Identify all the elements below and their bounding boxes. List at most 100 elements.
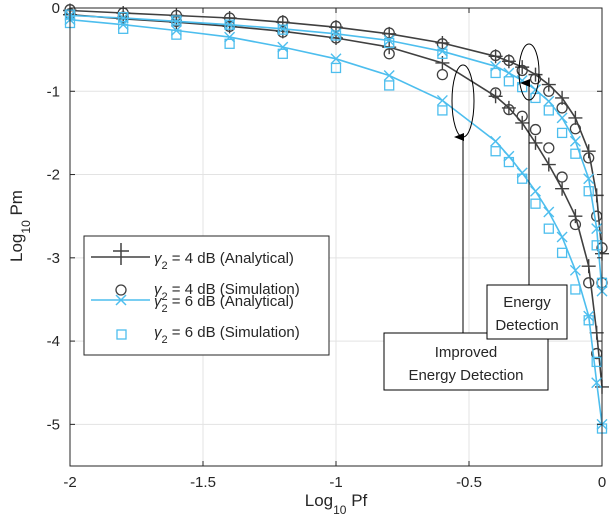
x-marker	[503, 150, 515, 162]
legend-item-gamma4-simulation: γ2 = 4 dB (Simulation)	[115, 281, 300, 303]
plus-marker	[515, 60, 530, 75]
svg-text:γ2 = 4 dB (Analytical): γ2 = 4 dB (Analytical)	[154, 250, 294, 272]
square-marker	[591, 240, 602, 251]
series-7	[64, 9, 608, 288]
x-marker	[224, 19, 236, 31]
annotation-energy-detection: Energy Detection	[486, 43, 568, 340]
square-marker	[583, 315, 594, 326]
circle-marker	[503, 103, 515, 116]
plus-marker	[528, 67, 543, 82]
axis-ticks: -2 -1.5 -1 -0.5 0 0 -1 -2 -3 -4 -5	[47, 0, 607, 491]
x-marker	[591, 377, 603, 389]
plus-marker	[568, 110, 583, 125]
legend: γ2 = 4 dB (Analytical) γ2 = 4 dB (Simula…	[83, 235, 330, 356]
circle-marker	[529, 73, 542, 85]
square-marker	[384, 80, 395, 91]
circle-marker	[516, 110, 528, 122]
plus-marker	[515, 115, 530, 130]
x-marker	[490, 60, 502, 72]
square-marker	[384, 37, 395, 49]
circle-marker	[489, 87, 502, 99]
x-marker	[490, 135, 502, 147]
circle-marker	[503, 54, 515, 67]
square-marker	[171, 15, 182, 26]
annotation-improved-energy-detection: Improved Energy Detection	[383, 64, 549, 391]
x-marker	[583, 173, 595, 185]
x-marker	[224, 31, 236, 43]
square-marker	[171, 29, 182, 40]
x-tick-label: 0	[598, 474, 606, 491]
x-marker	[530, 185, 541, 197]
x-marker	[556, 112, 568, 124]
annotation-text-energy-2: Detection	[495, 317, 558, 334]
square-marker	[583, 186, 594, 197]
plus-marker	[555, 181, 570, 196]
x-marker	[436, 94, 448, 106]
annotation-text-energy-1: Energy	[503, 294, 551, 311]
legend-x-marker	[115, 294, 127, 306]
square-marker	[490, 146, 501, 157]
svg-text:γ2 = 6 dB (Simulation): γ2 = 6 dB (Simulation)	[154, 324, 300, 346]
circle-marker	[543, 85, 555, 97]
x-marker	[569, 264, 581, 276]
square-marker	[543, 105, 554, 116]
circle-marker	[529, 123, 542, 136]
plus-marker	[581, 144, 596, 159]
plus-marker	[568, 209, 583, 224]
plus-marker	[541, 157, 556, 172]
square-marker	[503, 156, 515, 168]
x-tick-label: -0.5	[456, 474, 482, 491]
annotation-box-energy	[486, 284, 568, 340]
y-tick-label: 0	[52, 0, 60, 17]
square-marker	[570, 284, 581, 295]
circle-marker	[569, 123, 582, 135]
square-marker	[591, 356, 602, 368]
x-tick-label: -1.5	[190, 474, 216, 491]
square-marker	[118, 12, 129, 23]
x-marker	[543, 206, 555, 218]
x-marker	[277, 41, 289, 53]
circle-marker	[556, 102, 568, 114]
square-marker	[503, 76, 515, 87]
x-marker	[569, 135, 581, 147]
series-line	[69, 9, 603, 254]
series-line	[69, 18, 603, 425]
square-marker	[543, 223, 554, 234]
square-marker	[556, 127, 568, 139]
plus-marker	[528, 135, 543, 150]
plus-marker	[589, 325, 604, 340]
circle-marker	[583, 152, 595, 164]
series-line	[69, 14, 603, 292]
y-tick-label: -5	[47, 416, 60, 433]
y-tick-label: -4	[47, 333, 60, 350]
x-marker	[556, 231, 568, 243]
svg-text:γ2 = 6 dB (Analytical): γ2 = 6 dB (Analytical)	[154, 293, 294, 315]
x-tick-label: -1	[329, 474, 342, 491]
circle-marker	[436, 68, 449, 81]
x-marker	[543, 95, 555, 107]
x-axis-label: Log10 Pf	[305, 491, 368, 517]
x-marker	[383, 69, 395, 81]
circle-marker	[383, 48, 395, 60]
square-marker	[517, 173, 528, 184]
square-marker	[330, 30, 342, 41]
square-marker	[490, 67, 501, 79]
square-marker	[437, 48, 448, 59]
circle-marker	[543, 142, 555, 154]
legend-item-gamma6-analytical: γ2 = 6 dB (Analytical)	[91, 293, 294, 315]
series-line	[69, 13, 603, 387]
circle-marker	[583, 277, 595, 289]
y-tick-label: -2	[47, 167, 60, 184]
legend-item-gamma4-analytical: γ2 = 4 dB (Analytical)	[91, 243, 294, 272]
y-tick-label: -3	[47, 250, 60, 267]
legend-circle-marker	[115, 284, 127, 296]
square-marker	[330, 62, 342, 74]
plus-marker	[488, 89, 503, 104]
square-marker	[530, 198, 541, 209]
square-marker	[224, 19, 235, 30]
circle-marker	[569, 218, 582, 231]
circle-marker	[489, 49, 502, 62]
circle-marker	[556, 171, 568, 183]
x-marker	[330, 53, 342, 65]
